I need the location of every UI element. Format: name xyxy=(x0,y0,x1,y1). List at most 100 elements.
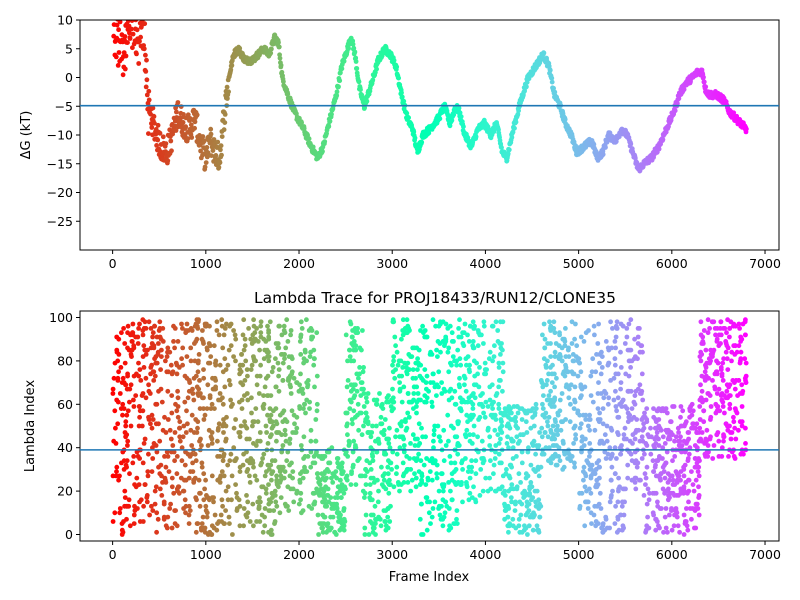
lambda-point xyxy=(602,449,608,455)
lambda-point xyxy=(287,436,293,442)
lambda-point xyxy=(449,497,455,503)
lambda-point xyxy=(339,521,345,526)
lambda-point xyxy=(151,378,157,383)
lambda-point xyxy=(291,375,297,381)
lambda-point xyxy=(676,493,681,498)
delta-g-point xyxy=(116,50,122,55)
delta-g-panel: ΔG (kT) 0 1000 2000 3000 4000 5000 6000 7000−25… xyxy=(19,3,781,272)
lambda-point xyxy=(350,421,355,427)
lambda-point xyxy=(298,497,303,503)
delta-g-point xyxy=(157,130,163,136)
lambda-point xyxy=(705,391,711,396)
lambda-point xyxy=(672,438,677,444)
lambda-point xyxy=(311,362,317,368)
lambda-point xyxy=(545,419,550,425)
lambda-point xyxy=(162,414,167,420)
lambda-point xyxy=(480,488,486,494)
lambda-point xyxy=(656,417,662,422)
lambda-point xyxy=(118,406,124,411)
lambda-point xyxy=(317,490,323,496)
delta-g-point xyxy=(210,148,216,154)
lambda-point xyxy=(157,438,163,444)
lambda-point xyxy=(429,399,435,405)
delta-g-y-tick-label: 5 xyxy=(65,41,73,56)
lambda-point xyxy=(141,365,147,370)
lambda-point xyxy=(477,414,483,420)
lambda-point xyxy=(375,499,381,505)
delta-g-point xyxy=(134,27,140,33)
lambda-point xyxy=(710,378,715,383)
lambda-point xyxy=(331,506,337,511)
lambda-point xyxy=(390,449,396,455)
lambda-point xyxy=(247,480,253,485)
lambda-point xyxy=(456,443,461,448)
lambda-point xyxy=(395,362,401,368)
lambda-point xyxy=(590,399,596,405)
lambda-point xyxy=(564,382,569,388)
lambda-point xyxy=(613,323,619,329)
lambda-point xyxy=(123,423,129,429)
lambda-point xyxy=(634,464,640,470)
lambda-point xyxy=(114,349,120,355)
lambda-point xyxy=(123,382,129,388)
lambda-point xyxy=(209,441,215,446)
lambda-point xyxy=(164,449,170,455)
delta-g-point xyxy=(123,53,129,59)
lambda-point xyxy=(168,436,174,442)
lambda-point xyxy=(136,482,142,487)
lambda-point xyxy=(355,330,361,336)
delta-g-point xyxy=(129,3,134,8)
lambda-point xyxy=(520,490,526,496)
delta-g-point xyxy=(337,78,343,84)
lambda-point xyxy=(664,410,670,416)
lambda-point xyxy=(341,516,347,522)
lambda-point xyxy=(452,358,457,364)
lambda-point xyxy=(192,451,198,457)
lambda-point xyxy=(222,384,228,390)
lambda-point xyxy=(621,525,626,531)
lambda-point xyxy=(159,354,164,359)
lambda-point xyxy=(344,477,350,483)
lambda-point xyxy=(273,384,279,390)
delta-g-point xyxy=(114,22,120,28)
lambda-point xyxy=(743,380,749,385)
lambda-point xyxy=(368,467,374,472)
lambda-point xyxy=(200,514,206,520)
lambda-point xyxy=(584,488,589,494)
lambda-point xyxy=(205,443,211,448)
lambda-point xyxy=(298,371,303,377)
lambda-point xyxy=(411,391,417,396)
lambda-point xyxy=(359,432,365,438)
lambda-point xyxy=(660,464,666,470)
lambda-point xyxy=(248,456,254,461)
lambda-point xyxy=(632,436,638,442)
lambda-point xyxy=(516,516,522,522)
lambda-point xyxy=(275,345,281,351)
delta-g-point xyxy=(744,126,749,132)
lambda-point xyxy=(378,523,384,529)
lambda-point xyxy=(125,323,131,329)
lambda-point xyxy=(523,419,529,425)
lambda-point xyxy=(195,419,201,425)
lambda-points xyxy=(110,317,749,537)
lambda-point xyxy=(258,499,263,505)
lambda-point xyxy=(166,469,172,474)
lambda-point xyxy=(172,326,178,331)
lambda-point xyxy=(725,345,731,351)
lambda-point xyxy=(191,397,197,403)
lambda-point xyxy=(498,417,504,422)
lambda-point xyxy=(332,529,338,535)
lambda-point xyxy=(496,451,502,457)
lambda-point xyxy=(161,516,167,522)
delta-g-x-tick-label: 7000 xyxy=(749,256,781,271)
lambda-point xyxy=(252,358,257,364)
lambda-point xyxy=(308,438,314,444)
lambda-point xyxy=(568,382,574,388)
lambda-point xyxy=(449,362,454,368)
lambda-point xyxy=(714,371,720,377)
lambda-point xyxy=(298,386,304,392)
lambda-point xyxy=(249,362,255,368)
lambda-point xyxy=(115,378,121,383)
delta-g-y-tick-label: −10 xyxy=(47,128,73,143)
lambda-point xyxy=(626,449,632,455)
